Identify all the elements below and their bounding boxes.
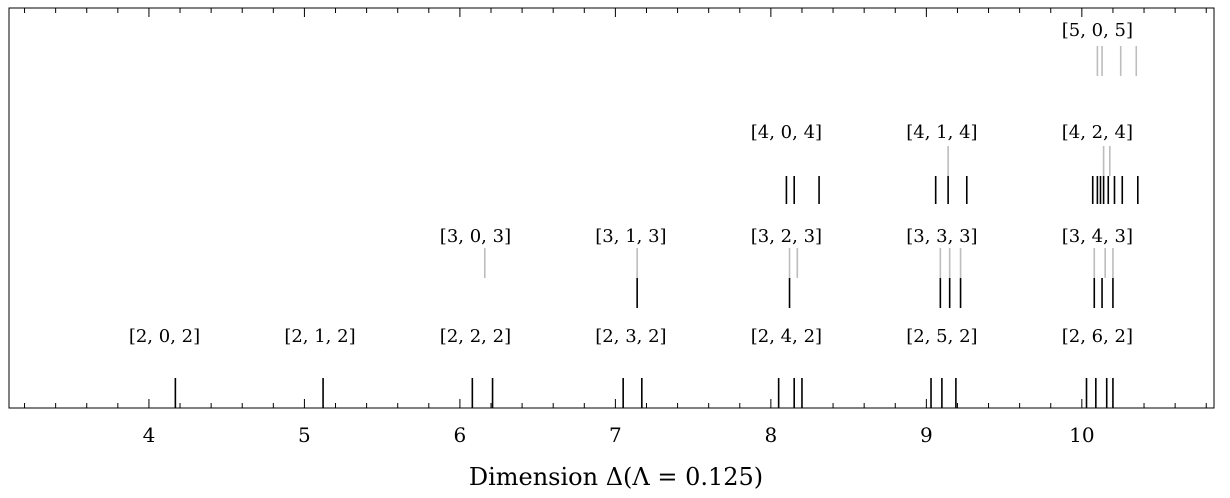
- spectrum-lines: [174, 46, 1139, 408]
- group-label: [2, 1, 2]: [284, 326, 355, 347]
- group-label: [2, 2, 2]: [440, 326, 511, 347]
- minor-ticks: [24, 8, 1207, 408]
- group-labels: [2, 0, 2] [2, 1, 2] [2, 2, 2] [2, 3, 2] [2, …: [129, 20, 1133, 347]
- group-label: [3, 3, 3]: [906, 226, 977, 247]
- group-label: [2, 0, 2]: [129, 326, 200, 347]
- x-tick-label: 8: [765, 423, 778, 447]
- group-label: [2, 6, 2]: [1062, 326, 1133, 347]
- x-axis-title: Dimension Δ(Λ = 0.125): [469, 463, 763, 491]
- x-tick-label: 4: [143, 423, 156, 447]
- plot-frame: [8, 7, 1215, 409]
- x-tick-label: 5: [298, 423, 311, 447]
- group-label: [2, 4, 2]: [751, 326, 822, 347]
- x-tick-label: 10: [1069, 423, 1094, 447]
- x-tick-label: 9: [920, 423, 933, 447]
- x-tick-label: 7: [609, 423, 622, 447]
- group-label: [3, 4, 3]: [1062, 226, 1133, 247]
- x-tick-labels: 4 5 6 7 8 9 10: [143, 423, 1095, 447]
- group-label: [4, 2, 4]: [1062, 122, 1133, 143]
- group-label: [3, 2, 3]: [751, 226, 822, 247]
- x-tick-label: 6: [454, 423, 467, 447]
- group-label: [5, 0, 5]: [1062, 20, 1133, 41]
- group-label: [2, 5, 2]: [906, 326, 977, 347]
- group-label: [4, 0, 4]: [751, 122, 822, 143]
- group-label: [4, 1, 4]: [906, 122, 977, 143]
- group-label: [3, 1, 3]: [595, 226, 666, 247]
- group-label: [3, 0, 3]: [440, 226, 511, 247]
- group-label: [2, 3, 2]: [595, 326, 666, 347]
